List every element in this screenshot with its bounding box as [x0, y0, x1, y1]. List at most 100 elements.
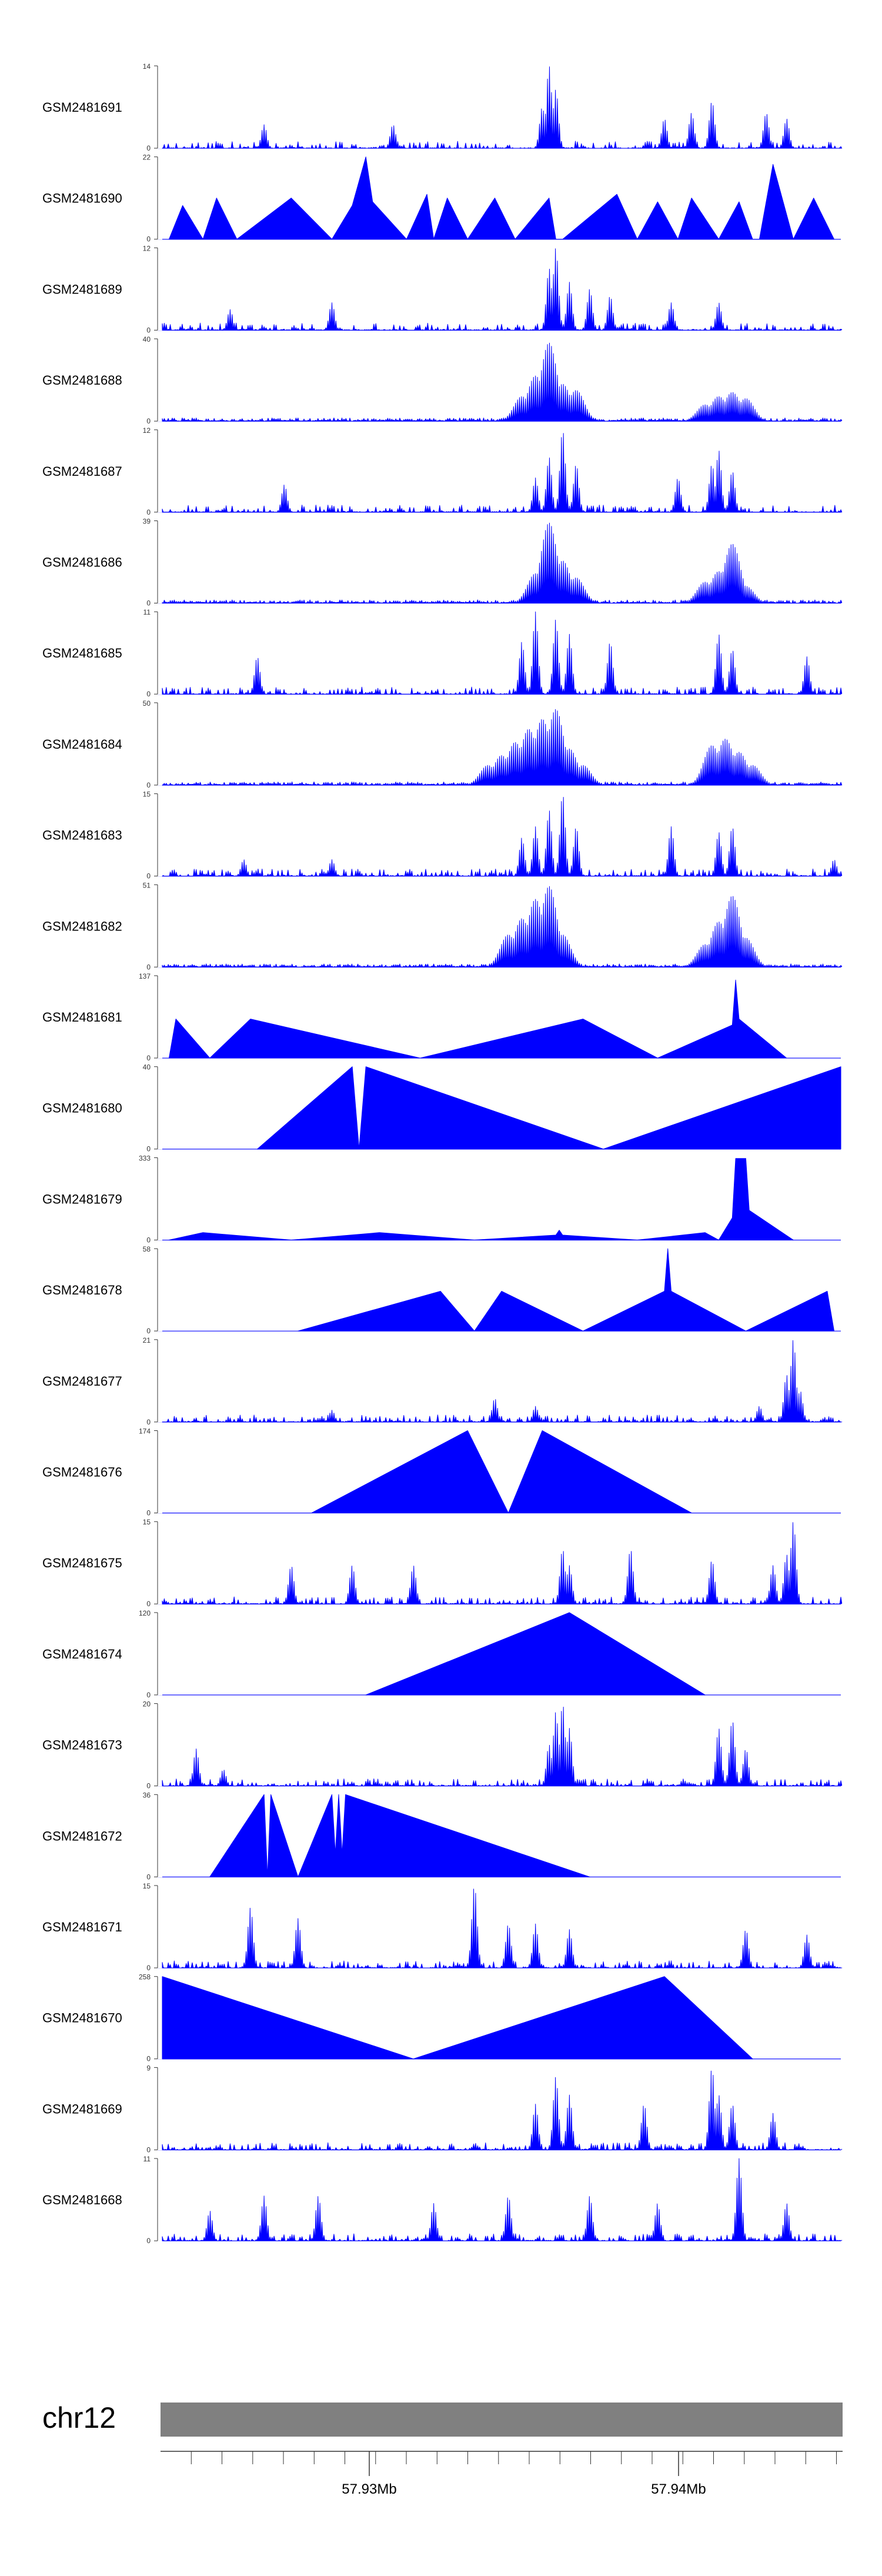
track-label: GSM2481679 — [42, 1192, 122, 1206]
y-min-label: 0 — [146, 872, 151, 880]
y-min-label: 0 — [146, 1873, 151, 1881]
track-label: GSM2481676 — [42, 1465, 122, 1480]
coverage-area — [162, 248, 843, 331]
coverage-area — [162, 66, 843, 149]
track-label: GSM2481672 — [42, 1828, 122, 1843]
y-max-label: 9 — [146, 2064, 151, 2072]
y-min-label: 0 — [146, 1691, 151, 1699]
y-min-label: 0 — [146, 599, 151, 608]
track-label: GSM2481689 — [42, 282, 122, 296]
y-min-label: 0 — [146, 326, 151, 334]
coverage-area — [169, 156, 834, 240]
coverage-area — [311, 1430, 692, 1513]
track-GSM2481683: GSM2481683 15 0 — [42, 790, 843, 880]
track-label: GSM2481683 — [42, 828, 122, 843]
y-min-label: 0 — [146, 1600, 151, 1608]
track-GSM2481668: GSM2481668 11 0 — [42, 2155, 843, 2245]
y-max-label: 11 — [143, 2155, 151, 2163]
track-label: GSM2481669 — [42, 2101, 122, 2116]
y-max-label: 51 — [143, 881, 151, 889]
y-max-label: 15 — [143, 1518, 151, 1526]
coverage-area — [162, 1707, 843, 1787]
axis-tick-label-57-94: 57.94Mb — [651, 2481, 706, 2497]
y-max-label: 20 — [143, 1700, 151, 1709]
track-GSM2481678: GSM2481678 58 0 — [42, 1245, 841, 1335]
track-GSM2481688: GSM2481688 40 0 — [42, 335, 843, 425]
y-min-label: 0 — [146, 963, 151, 971]
coverage-area — [162, 1976, 753, 2060]
track-label: GSM2481678 — [42, 1283, 122, 1297]
track-label: GSM2481690 — [42, 191, 122, 206]
track-label: GSM2481691 — [42, 100, 122, 115]
y-max-label: 39 — [143, 518, 151, 526]
track-GSM2481687: GSM2481687 12 0 — [42, 426, 843, 516]
y-min-label: 0 — [146, 1782, 151, 1790]
track-GSM2481689: GSM2481689 12 0 — [42, 244, 843, 334]
y-min-label: 0 — [146, 1236, 151, 1244]
y-max-label: 174 — [139, 1427, 151, 1436]
track-label: GSM2481668 — [42, 2193, 122, 2207]
y-max-label: 58 — [143, 1245, 151, 1253]
track-label: GSM2481677 — [42, 1374, 122, 1389]
coverage-area — [209, 1794, 590, 1877]
track-GSM2481677: GSM2481677 21 0 — [42, 1336, 843, 1426]
y-min-label: 0 — [146, 1509, 151, 1517]
track-label: GSM2481673 — [42, 1738, 122, 1753]
track-GSM2481690: GSM2481690 22 0 — [42, 154, 841, 243]
y-max-label: 137 — [139, 972, 151, 980]
track-GSM2481675: GSM2481675 15 0 — [42, 1518, 843, 1608]
y-min-label: 0 — [146, 1964, 151, 1972]
coverage-area — [169, 979, 787, 1059]
coverage-area — [162, 2158, 843, 2241]
y-max-label: 12 — [143, 244, 151, 252]
coverage-area — [162, 886, 843, 967]
genome-axis: chr12 57.93Mb 57.94Mb — [42, 2401, 843, 2497]
y-max-label: 15 — [143, 790, 151, 799]
chromosome-ideogram — [161, 2403, 843, 2437]
coverage-area — [298, 1248, 834, 1332]
track-GSM2481686: GSM2481686 39 0 — [42, 518, 843, 608]
y-min-label: 0 — [146, 690, 151, 698]
coverage-tracks: GSM2481691140GSM2481690220GSM2481689120G… — [42, 62, 843, 2245]
coverage-area — [162, 611, 843, 695]
y-min-label: 0 — [146, 2145, 151, 2154]
axis-minor-ticks — [191, 2451, 837, 2464]
track-GSM2481679: GSM2481679 333 0 — [42, 1154, 841, 1244]
track-GSM2481682: GSM2481682 51 0 — [42, 881, 843, 971]
track-GSM2481674: GSM2481674 120 0 — [42, 1609, 841, 1699]
coverage-area — [162, 433, 843, 513]
track-GSM2481672: GSM2481672 36 0 — [42, 1791, 841, 1881]
y-min-label: 0 — [146, 235, 151, 243]
y-max-label: 36 — [143, 1791, 151, 1799]
track-GSM2481684: GSM2481684 50 0 — [42, 699, 843, 789]
track-GSM2481669: GSM2481669 9 0 — [42, 2064, 843, 2154]
y-min-label: 0 — [146, 2055, 151, 2063]
y-min-label: 0 — [146, 2237, 151, 2245]
coverage-area — [169, 1158, 794, 1240]
y-max-label: 40 — [143, 1063, 151, 1072]
coverage-area — [162, 2070, 843, 2150]
track-label: GSM2481675 — [42, 1556, 122, 1570]
y-max-label: 12 — [143, 426, 151, 435]
y-max-label: 21 — [143, 1336, 151, 1344]
track-label: GSM2481670 — [42, 2011, 122, 2026]
chromosome-label: chr12 — [42, 2401, 116, 2434]
y-min-label: 0 — [146, 1054, 151, 1062]
coverage-area — [365, 1612, 706, 1696]
track-GSM2481680: GSM2481680 40 0 — [42, 1063, 841, 1153]
y-min-label: 0 — [146, 1145, 151, 1153]
track-GSM2481685: GSM2481685 11 0 — [42, 608, 843, 698]
coverage-area — [162, 1888, 843, 1968]
track-label: GSM2481686 — [42, 555, 122, 570]
y-max-label: 333 — [139, 1154, 151, 1162]
track-label: GSM2481682 — [42, 919, 122, 933]
coverage-area — [162, 709, 843, 786]
track-label: GSM2481680 — [42, 1101, 122, 1116]
track-label: GSM2481681 — [42, 1010, 122, 1025]
track-label: GSM2481687 — [42, 464, 122, 479]
coverage-area — [162, 522, 843, 603]
track-GSM2481676: GSM2481676 174 0 — [42, 1427, 841, 1517]
y-min-label: 0 — [146, 508, 151, 516]
track-GSM2481671: GSM2481671 15 0 — [42, 1882, 843, 1972]
